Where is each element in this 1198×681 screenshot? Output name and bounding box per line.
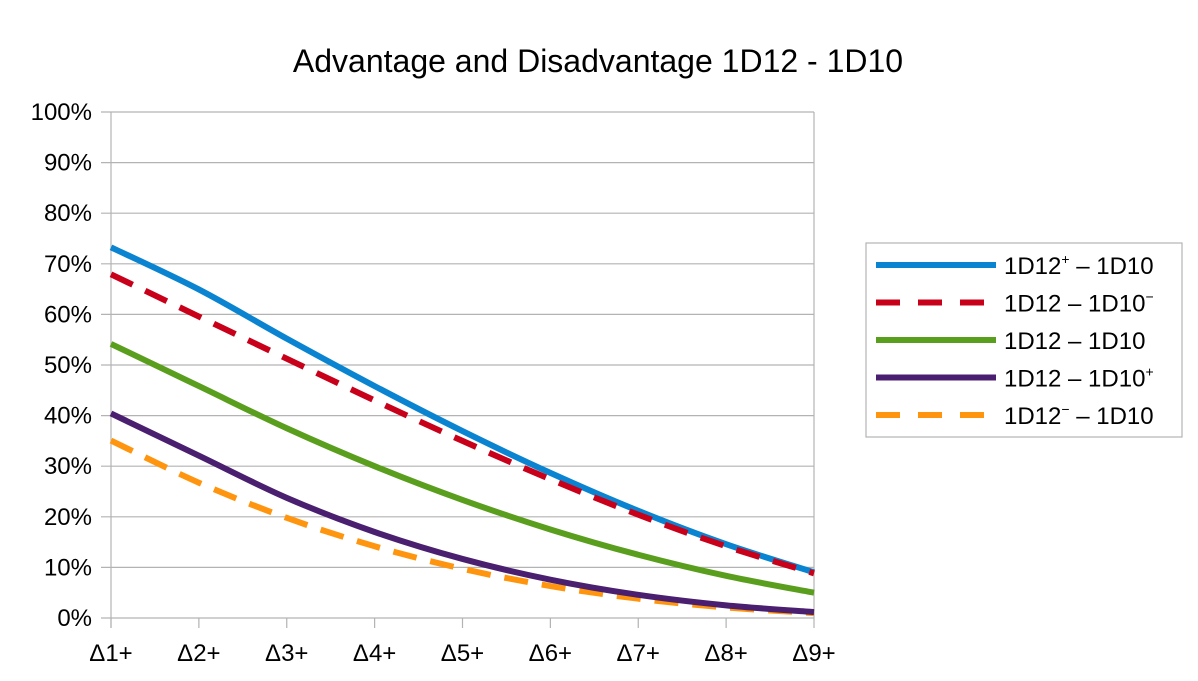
y-tick-label: 80% <box>44 200 92 227</box>
y-axis: 0% 10% 20% 30% 40% 50% 60% 70% 80% 90% 100% <box>31 99 92 632</box>
legend-label: 1D12 – 1D10− <box>1004 289 1154 318</box>
x-tick-label: Δ6+ <box>529 640 572 667</box>
y-tick-label: 50% <box>44 352 92 379</box>
x-tick-label: Δ4+ <box>353 640 396 667</box>
x-tick-label: Δ3+ <box>265 640 308 667</box>
y-tick-label: 40% <box>44 403 92 430</box>
x-tick-label: Δ9+ <box>792 640 835 667</box>
x-tick-label: Δ5+ <box>441 640 484 667</box>
series-line-2 <box>109 341 815 596</box>
chart-title: Advantage and Disadvantage 1D12 - 1D10 <box>293 43 903 79</box>
series-lines <box>109 244 815 617</box>
series-line-0 <box>109 244 815 576</box>
y-tick-label: 70% <box>44 251 92 278</box>
x-tick-label: Δ7+ <box>617 640 660 667</box>
x-tick-label: Δ2+ <box>177 640 220 667</box>
y-tick-label: 30% <box>44 453 92 480</box>
legend: 1D12+ – 1D10 1D12 – 1D10− 1D12 – 1D10 1D12 … <box>865 242 1183 438</box>
gridlines <box>101 111 815 628</box>
legend-label: 1D12 – 1D10+ <box>1004 364 1154 393</box>
y-tick-label: 20% <box>44 504 92 531</box>
series-line-1 <box>109 271 815 577</box>
y-tick-label: 10% <box>44 554 92 581</box>
legend-label: 1D12− – 1D10 <box>1004 401 1154 430</box>
legend-label: 1D12+ – 1D10 <box>1004 251 1154 280</box>
x-tick-label: Δ8+ <box>704 640 747 667</box>
y-tick-label: 90% <box>44 150 92 177</box>
x-tick-label: Δ1+ <box>89 640 132 667</box>
legend-label: 1D12 – 1D10 <box>1004 328 1145 355</box>
y-tick-label: 0% <box>57 605 92 632</box>
y-tick-label: 100% <box>31 99 92 126</box>
y-tick-label: 60% <box>44 301 92 328</box>
x-axis: Δ1+ Δ2+ Δ3+ Δ4+ Δ5+ Δ6+ Δ7+ Δ8+ Δ9+ <box>89 618 836 667</box>
